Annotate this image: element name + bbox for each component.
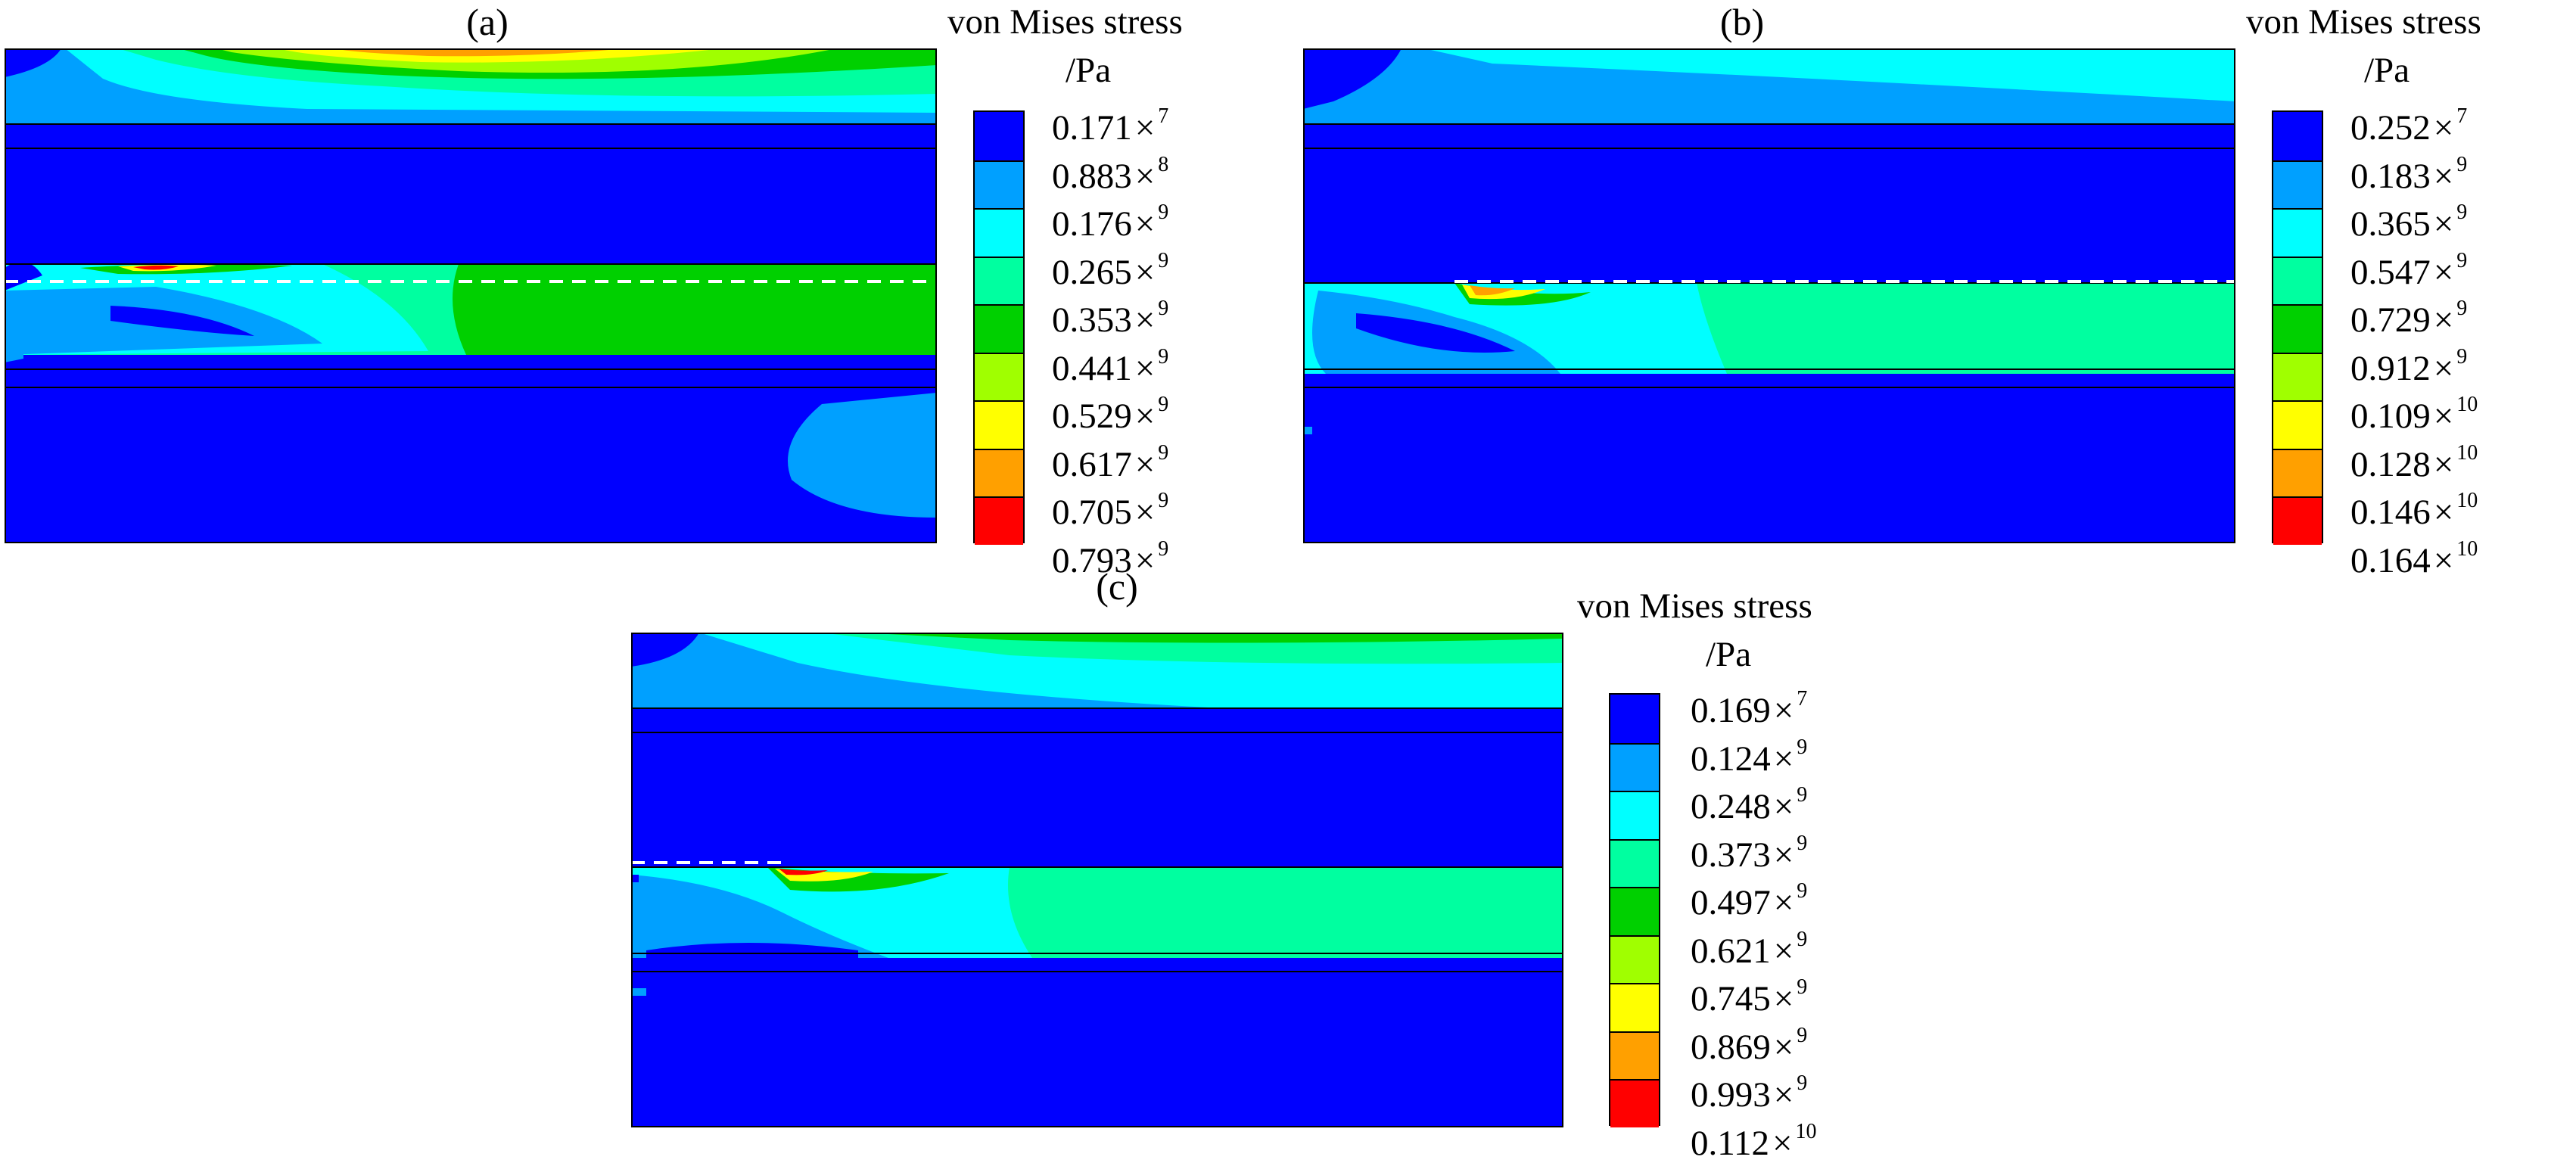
- legend-tick-label: 0.617× 9: [1052, 440, 1169, 484]
- stress-contour-plot-c: [631, 633, 1563, 1127]
- legend-colorbar-c: [1609, 693, 1660, 1127]
- legend-tick-label: 0.128× 10: [2350, 440, 2478, 484]
- legend-tick-label: 0.373× 9: [1691, 831, 1808, 875]
- legend-tick-label: 0.248× 9: [1691, 783, 1808, 827]
- legend-tick-label: 0.109× 10: [2350, 393, 2478, 437]
- legend-tick-label: 0.547× 9: [2350, 248, 2468, 292]
- panel-label-c: (c): [1096, 565, 1138, 608]
- legend-colorbar-a: [973, 110, 1025, 545]
- legend-swatch-b-1: [2273, 160, 2322, 209]
- legend-tick-label: 0.112× 10: [1691, 1120, 1817, 1163]
- legend-swatch-b-8: [2273, 496, 2322, 545]
- legend-colorbar-b: [2272, 110, 2323, 545]
- legend-tick-label: 0.169× 7: [1691, 687, 1808, 730]
- legend-swatch-a-3: [975, 256, 1023, 305]
- legend-swatch-c-8: [1610, 1079, 1659, 1127]
- legend-unit-c: /Pa: [1706, 635, 1752, 674]
- legend-swatch-c-5: [1610, 934, 1659, 984]
- legend-tick-label: 0.353× 9: [1052, 297, 1169, 341]
- legend-swatch-c-2: [1610, 791, 1659, 839]
- legend-tick-label: 0.621× 9: [1691, 927, 1808, 971]
- stress-contour-plot-a: [5, 48, 937, 543]
- legend-swatch-b-0: [2273, 112, 2322, 160]
- legend-tick-label: 0.265× 9: [1052, 248, 1169, 292]
- legend-tick-label: 0.164× 10: [2350, 537, 2478, 580]
- legend-tick-label: 0.883× 8: [1052, 152, 1169, 196]
- legend-tick-label: 0.705× 9: [1052, 489, 1169, 533]
- legend-unit-b: /Pa: [2364, 51, 2410, 90]
- legend-tick-label: 0.993× 9: [1691, 1071, 1808, 1115]
- legend-swatch-c-1: [1610, 742, 1659, 791]
- stress-contour-plot-b: [1303, 48, 2235, 543]
- legend-tick-label: 0.912× 9: [2350, 344, 2468, 388]
- legend-tick-label: 0.745× 9: [1691, 975, 1808, 1019]
- legend-tick-label: 0.176× 9: [1052, 201, 1169, 244]
- legend-swatch-a-5: [975, 352, 1023, 401]
- legend-swatch-a-2: [975, 208, 1023, 257]
- legend-tick-label: 0.183× 9: [2350, 152, 2468, 196]
- legend-tick-label: 0.729× 9: [2350, 297, 2468, 341]
- legend-swatch-c-7: [1610, 1031, 1659, 1080]
- legend-tick-label: 0.365× 9: [2350, 201, 2468, 244]
- legend-tick-label: 0.171× 7: [1052, 104, 1169, 148]
- legend-swatch-a-1: [975, 160, 1023, 209]
- legend-swatch-a-8: [975, 496, 1023, 545]
- legend-swatch-b-3: [2273, 256, 2322, 305]
- legend-swatch-c-4: [1610, 887, 1659, 935]
- legend-tick-label: 0.497× 9: [1691, 879, 1808, 923]
- legend-tick-label: 0.529× 9: [1052, 393, 1169, 437]
- legend-tick-label: 0.252× 7: [2350, 104, 2468, 148]
- legend-swatch-b-5: [2273, 352, 2322, 401]
- legend-tick-label: 0.441× 9: [1052, 344, 1169, 388]
- legend-tick-label: 0.124× 9: [1691, 735, 1808, 779]
- legend-swatch-a-6: [975, 400, 1023, 449]
- legend-tick-label: 0.869× 9: [1691, 1023, 1808, 1067]
- legend-swatch-b-4: [2273, 304, 2322, 353]
- panel-label-b: (b): [1719, 1, 1765, 43]
- panel-label-a: (a): [466, 1, 509, 43]
- legend-swatch-a-0: [975, 112, 1023, 160]
- legend-swatch-c-0: [1610, 695, 1659, 743]
- legend-tick-label: 0.146× 10: [2350, 489, 2478, 533]
- legend-swatch-a-4: [975, 304, 1023, 353]
- legend-tick-label: 0.793× 9: [1052, 537, 1169, 580]
- legend-title-c: von Mises stress: [1577, 586, 1812, 626]
- legend-swatch-c-3: [1610, 838, 1659, 888]
- legend-title-a: von Mises stress: [947, 2, 1183, 42]
- legend-swatch-b-6: [2273, 400, 2322, 449]
- legend-swatch-b-2: [2273, 208, 2322, 257]
- legend-swatch-c-6: [1610, 983, 1659, 1031]
- legend-unit-a: /Pa: [1066, 51, 1112, 90]
- legend-title-b: von Mises stress: [2246, 2, 2481, 42]
- legend-swatch-b-7: [2273, 448, 2322, 497]
- legend-swatch-a-7: [975, 448, 1023, 497]
